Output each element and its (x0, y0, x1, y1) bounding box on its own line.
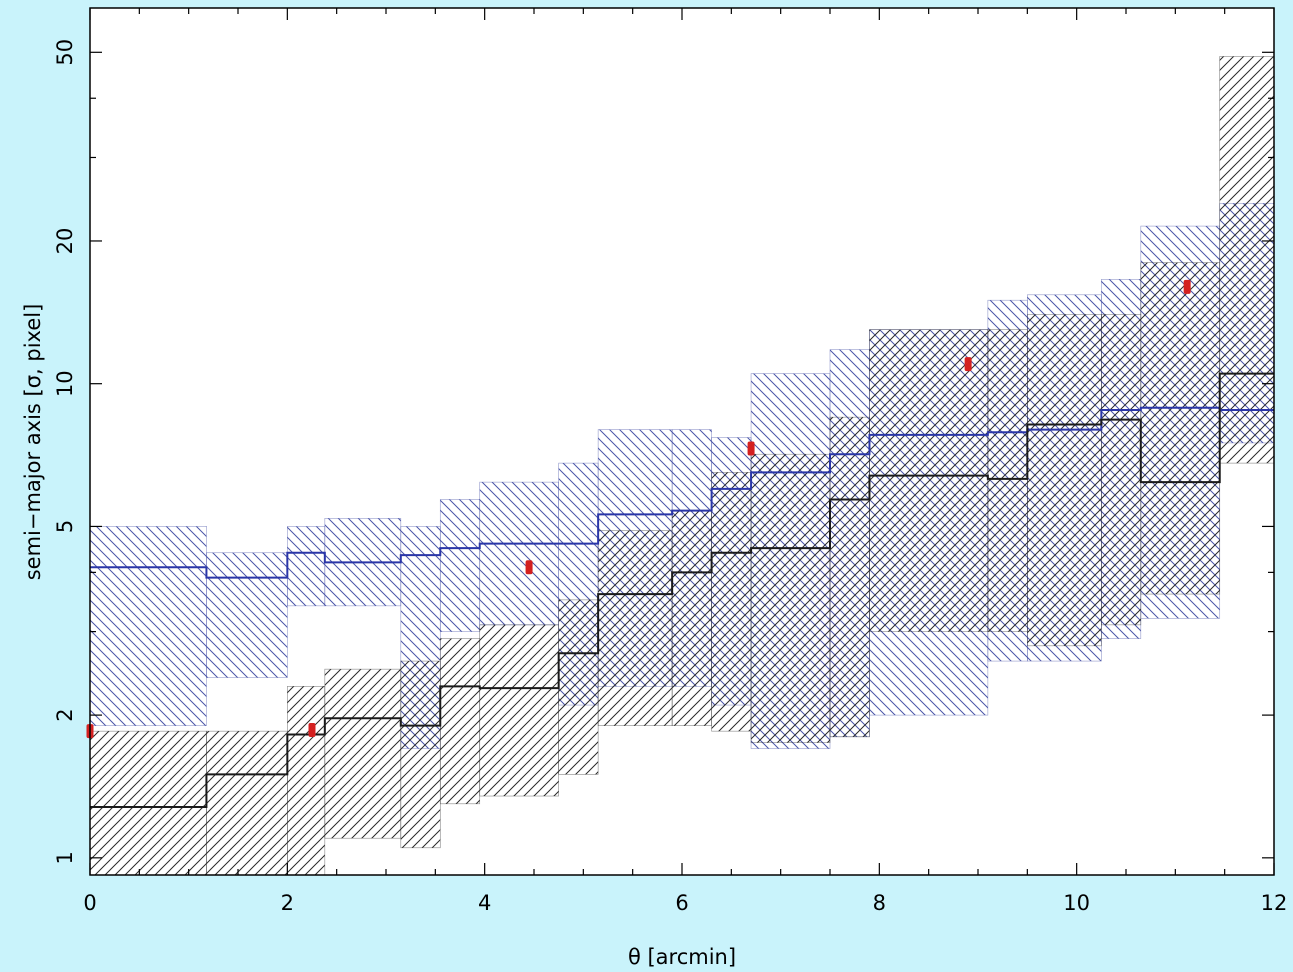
black-band-bin-3 (324, 668, 402, 839)
x-tick-label: 4 (478, 891, 491, 915)
y-tick-label: 1 (53, 851, 77, 864)
hatched-bands (89, 56, 1275, 876)
x-tick-label: 6 (675, 891, 688, 915)
x-tick-label: 0 (83, 891, 96, 915)
black-band-bin-2 (287, 686, 326, 876)
blue-band-bin-0 (89, 526, 207, 726)
red-marker-2 (525, 560, 533, 575)
black-band-bin-11 (750, 453, 831, 743)
x-tick-label: 10 (1063, 891, 1090, 915)
y-tick-label: 2 (53, 708, 77, 721)
x-tick-label: 12 (1261, 891, 1288, 915)
black-band-bin-13 (869, 329, 989, 632)
black-band-bin-12 (829, 416, 870, 738)
black-band-bin-9 (671, 510, 712, 726)
blue-band-bin-1 (206, 552, 288, 678)
red-marker-4 (964, 357, 972, 372)
red-marker-5 (1183, 279, 1191, 294)
black-band-bin-6 (479, 624, 559, 797)
blue-step-line (90, 406, 1274, 579)
black-band-bin-10 (711, 472, 752, 732)
blue-band-bin-5 (439, 499, 481, 632)
black-band-bin-0 (89, 730, 207, 876)
x-tick-label: 2 (281, 891, 294, 915)
y-tick-label: 50 (53, 39, 77, 66)
black-band-bin-7 (558, 599, 599, 775)
black-band-bin-15 (1027, 314, 1102, 647)
red-marker-1 (308, 723, 316, 738)
blue-band-bin-6 (479, 481, 559, 626)
x-axis-label: θ [arcmin] (628, 945, 736, 969)
x-tick-label: 8 (873, 891, 886, 915)
y-tick-label: 20 (53, 228, 77, 255)
black-band-bin-5 (439, 638, 481, 805)
black-band-bin-18 (1219, 56, 1275, 464)
y-tick-label: 5 (53, 520, 77, 533)
y-axis-label: semi−major axis [σ, pixel] (21, 304, 45, 581)
black-band-bin-1 (206, 730, 288, 876)
blue-band-bin-2 (287, 526, 326, 607)
red-marker-3 (747, 441, 755, 456)
black-band-bin-16 (1101, 314, 1142, 626)
black-band-bin-4 (400, 660, 441, 849)
axis-ticks (89, 8, 1275, 875)
black-band-bin-17 (1140, 262, 1221, 595)
step-lines (90, 372, 1274, 808)
black-step-line (90, 372, 1274, 808)
data-markers (86, 279, 1191, 739)
y-tick-label: 10 (53, 370, 77, 397)
black-band-bin-14 (987, 329, 1028, 632)
black-band-bin-8 (597, 530, 673, 726)
